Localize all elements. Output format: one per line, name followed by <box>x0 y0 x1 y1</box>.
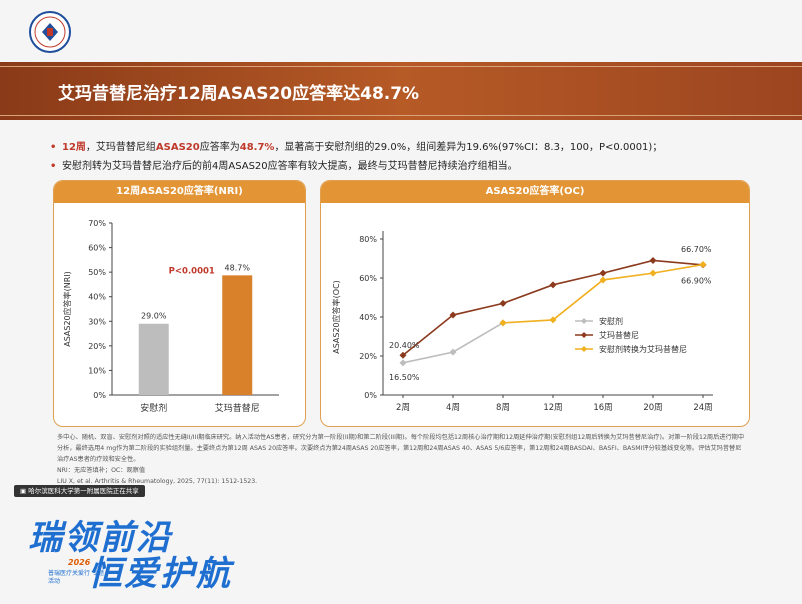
title-bar <box>0 62 802 120</box>
page-title: 艾玛昔替尼治疗12周ASAS20应答率达48.7% <box>58 84 420 104</box>
legend-marker-1 <box>581 332 587 338</box>
y-tick-label: 70% <box>88 219 106 228</box>
series-point-2 <box>699 261 707 269</box>
y-tick-label: 50% <box>88 268 106 277</box>
event-subtitle: 普瑞医疗关爱行 专题活动 <box>48 570 104 585</box>
legend-marker-0 <box>581 318 587 324</box>
line-chart-header: ASAS20应答率(OC) <box>321 181 749 203</box>
series-point-1 <box>649 256 657 264</box>
screen-share-indicator[interactable]: ▣ 哈尔滨医科大学第一附属医院正在共享 <box>14 485 145 497</box>
hospital-logo <box>28 10 72 54</box>
y-tick-label: 30% <box>88 317 106 326</box>
finding-1-part: ASAS20 <box>155 142 200 153</box>
series-point-2 <box>499 319 507 327</box>
y-axis-label: ASAS20应答率(NRI) <box>62 271 72 347</box>
finding-1-part: ，艾玛昔替尼组 <box>85 142 156 153</box>
x-tick-label: 24周 <box>693 403 712 413</box>
finding-1-part: 12周 <box>62 142 86 153</box>
y-tick-label: 20% <box>359 352 377 361</box>
bar-1 <box>222 275 253 395</box>
series-point-2 <box>649 269 657 277</box>
screen-share-text: 哈尔滨医科大学第一附属医院正在共享 <box>28 487 139 495</box>
bar-chart: 0% 10% 20% 30% 40% 50% 60% 70% ASAS20应答率(NRI) 29.… <box>62 219 279 414</box>
x-tick-label: 12周 <box>543 403 562 413</box>
legend-marker-2 <box>581 346 587 352</box>
data-label: 66.90% <box>681 277 712 286</box>
finding-1-part: 应答率为 <box>199 142 240 153</box>
p-value-annotation: P<0.0001 <box>169 266 215 276</box>
data-label: 16.50% <box>389 373 420 382</box>
finding-2-text: 安慰剂转为艾玛昔替尼治疗后的前4周ASAS20应答率有较大提高，最终与艾玛昔替尼… <box>62 161 518 172</box>
series-point-2 <box>549 316 557 324</box>
bar-value-label: 29.0% <box>141 312 167 321</box>
y-axis-label: ASAS20应答率(OC) <box>331 280 341 354</box>
x-tick-label: 2周 <box>396 403 410 413</box>
series-point-1 <box>399 351 407 359</box>
reference: LIU X, et al. Arthritis & Rheumatology, … <box>57 478 258 485</box>
y-tick-label: 0% <box>93 391 106 400</box>
series-point-2 <box>599 276 607 284</box>
bar-0 <box>138 323 169 395</box>
series-point-1 <box>449 311 457 319</box>
y-tick-label: 80% <box>359 235 377 244</box>
legend-label: 安慰剂转换为艾玛昔替尼 <box>599 344 687 354</box>
y-tick-label: 10% <box>88 366 106 375</box>
x-tick-label: 艾玛昔替尼 <box>215 402 260 414</box>
y-tick-label: 0% <box>364 391 377 400</box>
line-chart: 0% 20% 40% 60% 80% 2周 4周 8周 12周 16周 20周 24周 ASAS20应答… <box>331 231 713 413</box>
y-tick-label: 20% <box>88 342 106 351</box>
event-slogan-2: 恒爱护航 <box>88 554 232 594</box>
study-description: 多中心、随机、双盲、安慰剂对照的适应性无缝II/III期临床研究。纳入活动性AS… <box>57 434 745 463</box>
event-slogan-1: 瑞领前沿 <box>28 518 172 558</box>
finding-1: 12周，艾玛昔替尼组ASAS20应答率为48.7%，显著高于安慰剂组的29.0%… <box>50 138 770 157</box>
y-tick-label: 60% <box>88 244 106 253</box>
x-tick-label: 16周 <box>593 403 612 413</box>
finding-1-part: 48.7% <box>239 142 275 153</box>
series-point-1 <box>599 269 607 277</box>
series-point-0 <box>449 348 457 356</box>
share-icon: ▣ <box>20 487 29 495</box>
event-year: 2026 <box>68 558 91 567</box>
legend-label: 艾玛昔替尼 <box>599 330 639 340</box>
key-findings: 12周，艾玛昔替尼组ASAS20应答率为48.7%，显著高于安慰剂组的29.0%… <box>50 138 770 176</box>
legend-label: 安慰剂 <box>599 316 623 326</box>
event-logo: 瑞领前沿 恒爱护航 2026 普瑞医疗关爱行 专题活动 <box>28 520 232 592</box>
x-tick-label: 安慰剂 <box>140 402 167 414</box>
x-tick-label: 20周 <box>643 403 662 413</box>
x-tick-label: 8周 <box>496 403 510 413</box>
series-line-1 <box>402 259 704 356</box>
y-tick-label: 40% <box>359 313 377 322</box>
study-notes: 多中心、随机、双盲、安慰剂对照的适应性无缝II/III期临床研究。纳入活动性AS… <box>57 432 747 487</box>
series-point-1 <box>499 299 507 307</box>
x-tick-label: 4周 <box>446 403 460 413</box>
line-chart-panel: ASAS20应答率(OC) 0% 20% 40% 60% 80% 2周 4周 8周 12周 16周… <box>320 180 750 427</box>
bar-chart-header: 12周ASAS20应答率(NRI) <box>54 181 305 203</box>
bar-chart-panel: 12周ASAS20应答率(NRI) 0% 10% 20% 30% 40% 50% 60% 70… <box>53 180 306 427</box>
y-tick-label: 60% <box>359 274 377 283</box>
data-label: 20.40% <box>389 341 420 350</box>
data-label: 66.70% <box>681 245 712 254</box>
bar-value-label: 48.7% <box>225 263 251 272</box>
series-point-0 <box>399 359 407 367</box>
abbreviations: NRI：无应答填补；OC：观察值 <box>57 467 146 474</box>
y-tick-label: 40% <box>88 293 106 302</box>
series-point-1 <box>549 281 557 289</box>
finding-2: 安慰剂转为艾玛昔替尼治疗后的前4周ASAS20应答率有较大提高，最终与艾玛昔替尼… <box>50 157 770 176</box>
finding-1-part: ，显著高于安慰剂组的29.0%，组间差异为19.6%(97%CI：8.3，100… <box>274 142 663 153</box>
